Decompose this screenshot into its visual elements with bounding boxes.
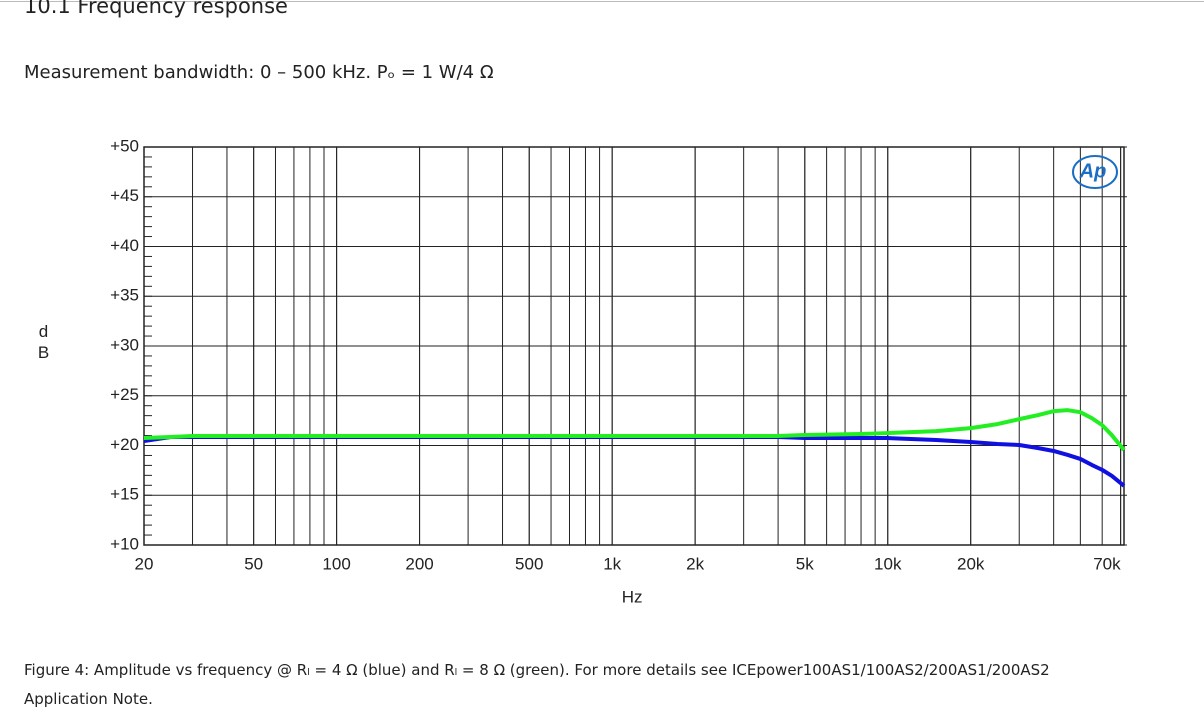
x-tick-label: 20k [957, 554, 985, 573]
x-tick-label: 200 [405, 554, 433, 573]
x-tick-label: 500 [515, 554, 543, 573]
subtitle: Measurement bandwidth: 0 – 500 kHz. Pₒ =… [24, 62, 494, 83]
x-tick-label: 70k [1093, 554, 1121, 573]
y-tick-label: +10 [110, 534, 139, 553]
y-tick-label: +15 [110, 485, 139, 504]
logo: Ap [1079, 160, 1107, 182]
plot-frame [143, 146, 1125, 546]
y-tick-label: +25 [110, 385, 139, 404]
x-tick-label: 1k [603, 554, 621, 573]
y-tick-label: +30 [110, 335, 139, 354]
chart: +10 +15 +20 +25 +30 +35 +40 +45 +50 20 50 100 200 500… [110, 136, 1127, 606]
data-line [143, 435, 1126, 488]
x-tick-label: 2k [686, 554, 704, 573]
heading: 10.1 Frequency response [24, 0, 288, 18]
data-line [143, 408, 1126, 452]
y-tick-label: +40 [110, 236, 139, 255]
y-tick-label: +20 [110, 435, 139, 454]
x-tick-label: 5k [796, 554, 814, 573]
top-rule [0, 1, 1204, 2]
y-axis-label: dB [34, 322, 53, 364]
x-tick-label: 20 [135, 554, 154, 573]
y-tick-label: +50 [110, 136, 139, 155]
x-tick-label: 50 [244, 554, 263, 573]
x-tick-label: 100 [322, 554, 350, 573]
x-tick-label: 10k [874, 554, 902, 573]
y-tick-label: +35 [110, 286, 139, 305]
x-axis-label: Hz [622, 587, 643, 606]
logo-ring [1072, 155, 1118, 189]
y-tick-label: +45 [110, 186, 139, 205]
caption: Figure 4: Amplitude vs frequency @ Rₗ = … [24, 661, 1050, 708]
